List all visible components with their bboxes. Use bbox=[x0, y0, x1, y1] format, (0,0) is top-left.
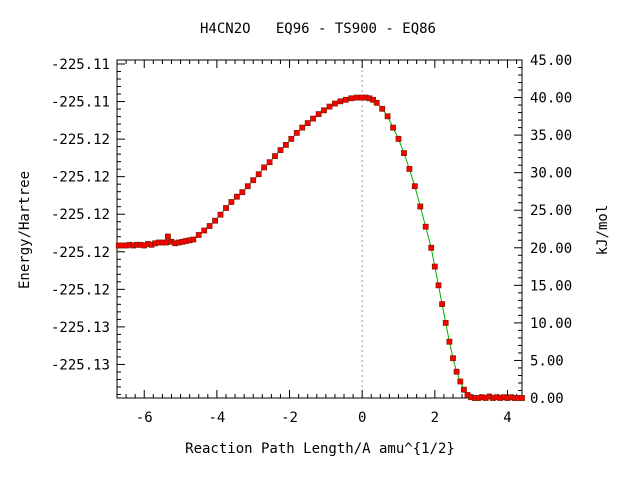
data-point bbox=[250, 177, 257, 184]
data-point bbox=[233, 193, 240, 200]
data-point bbox=[348, 95, 355, 102]
data-point bbox=[435, 282, 442, 289]
data-point bbox=[277, 147, 284, 154]
y2-tick-label: 20.00 bbox=[530, 241, 572, 257]
data-point bbox=[422, 223, 429, 230]
y-tick-label: -225.13 bbox=[51, 357, 110, 373]
data-point bbox=[373, 99, 380, 106]
x-axis-label: Reaction Path Length/A amu^{1/2} bbox=[185, 441, 455, 457]
data-point bbox=[453, 368, 460, 375]
data-point bbox=[304, 120, 311, 126]
data-point bbox=[201, 227, 208, 234]
y2-tick-label: 40.00 bbox=[530, 91, 572, 107]
data-point bbox=[163, 239, 169, 246]
data-point bbox=[223, 205, 229, 211]
data-point bbox=[384, 113, 391, 120]
data-point bbox=[442, 319, 449, 326]
data-point bbox=[428, 244, 435, 251]
data-point bbox=[353, 94, 360, 101]
data-point bbox=[337, 98, 344, 105]
y-tick-label: -225.12 bbox=[51, 207, 110, 223]
data-point bbox=[272, 153, 278, 160]
series-layer bbox=[115, 94, 525, 401]
x-tick-label: -6 bbox=[136, 410, 153, 426]
data-point bbox=[299, 124, 306, 131]
y2-tick-label: 5.00 bbox=[530, 353, 564, 369]
data-point bbox=[164, 233, 171, 240]
y2-tick-label: 45.00 bbox=[530, 53, 572, 69]
data-point bbox=[261, 164, 268, 171]
data-point bbox=[239, 189, 246, 196]
chart-title: H4CN2O EQ96 - TS900 - EQ86 bbox=[200, 21, 436, 37]
x-tick-label: -4 bbox=[208, 410, 225, 426]
data-point bbox=[450, 355, 456, 362]
data-point bbox=[315, 111, 322, 117]
data-point bbox=[401, 150, 407, 157]
x-tick-label: -2 bbox=[281, 410, 298, 426]
data-point bbox=[212, 217, 219, 224]
data-point bbox=[390, 124, 397, 131]
y2-tick-label: 15.00 bbox=[530, 278, 572, 294]
y-tick-label: -225.11 bbox=[51, 95, 110, 111]
data-point bbox=[217, 211, 224, 218]
x-tick-label: 0 bbox=[358, 410, 366, 426]
y-tick-label: -225.11 bbox=[51, 57, 110, 73]
data-point bbox=[206, 223, 213, 229]
data-point bbox=[266, 159, 273, 166]
axes-layer: -6 -4 -2 0 2 4 -225.11 -225.11 -225.12 -225.12 -22… bbox=[51, 53, 572, 426]
data-point bbox=[228, 199, 235, 205]
data-point bbox=[411, 183, 418, 190]
data-point bbox=[195, 232, 202, 238]
data-point bbox=[406, 165, 413, 172]
x-tick-label: 4 bbox=[503, 410, 511, 426]
data-point bbox=[255, 171, 262, 178]
data-point bbox=[370, 96, 377, 103]
data-point bbox=[342, 96, 349, 103]
data-point bbox=[519, 395, 525, 401]
data-point bbox=[326, 103, 333, 110]
data-point bbox=[293, 129, 300, 136]
y2-tick-label: 35.00 bbox=[530, 128, 572, 144]
y-tick-label: -225.12 bbox=[51, 170, 110, 186]
y-tick-label: -225.12 bbox=[51, 132, 110, 148]
y-axis-label: Energy/Hartree bbox=[17, 171, 33, 289]
data-point bbox=[457, 378, 464, 385]
data-point bbox=[321, 107, 327, 114]
y2-tick-label: 0.00 bbox=[530, 391, 564, 407]
data-point bbox=[395, 135, 402, 142]
plot-frame bbox=[116, 59, 523, 399]
data-point bbox=[417, 203, 424, 210]
y2-tick-label: 10.00 bbox=[530, 316, 572, 332]
data-point bbox=[331, 100, 338, 107]
y-tick-label: -225.12 bbox=[51, 245, 110, 261]
data-point bbox=[460, 386, 467, 393]
y2-tick-label: 30.00 bbox=[530, 166, 572, 182]
data-point bbox=[431, 263, 438, 270]
data-point bbox=[288, 135, 295, 142]
y-tick-label: -225.12 bbox=[51, 282, 110, 298]
y2-tick-label: 25.00 bbox=[530, 203, 572, 219]
data-point bbox=[379, 105, 386, 112]
data-point bbox=[446, 338, 453, 345]
data-point bbox=[310, 115, 317, 122]
x-tick-label: 2 bbox=[431, 410, 439, 426]
data-point bbox=[190, 236, 197, 243]
data-point bbox=[244, 183, 251, 190]
y-tick-label: -225.13 bbox=[51, 320, 110, 336]
data-point bbox=[439, 301, 446, 308]
series-line bbox=[118, 97, 522, 399]
data-point bbox=[282, 141, 289, 148]
y2-axis-label: kJ/mol bbox=[595, 205, 611, 256]
